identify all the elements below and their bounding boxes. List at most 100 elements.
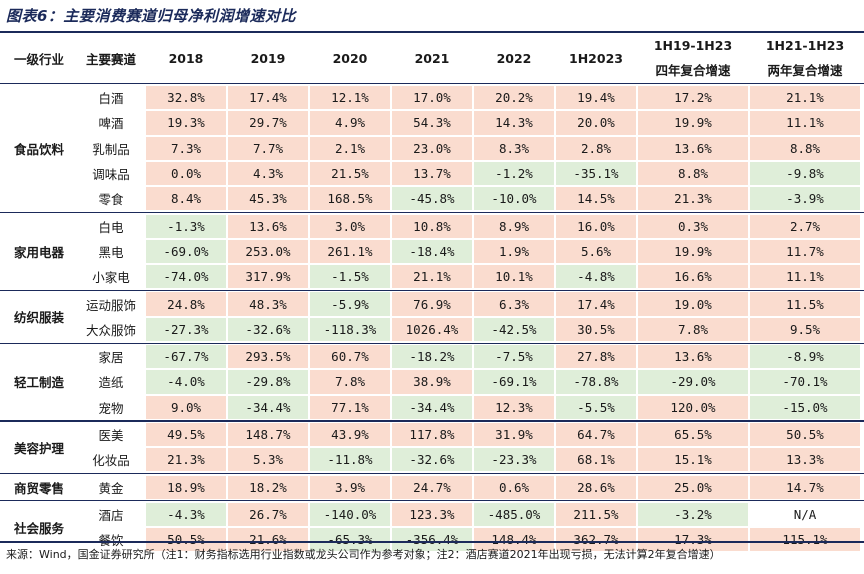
track-label: 白酒: [98, 91, 124, 107]
top-rule: [0, 31, 864, 33]
value-cell: -69.0%: [146, 239, 226, 264]
table-row: 宠物 9.0% -34.4% 77.1% -34.4% 12.3% -5.5% 120.0% -…: [78, 395, 864, 420]
value-cell: 8.3%: [474, 136, 554, 160]
value-cell: 11.1%: [750, 265, 860, 289]
value-cell: 4.9%: [310, 111, 390, 135]
table-row: 家居 -67.7% 293.5% 60.7% -18.2% -7.5% 27.8% 13.6%…: [78, 344, 864, 369]
value-cell: -67.7%: [146, 345, 226, 369]
header-year-2022: 2022: [496, 50, 532, 66]
group-separator: [0, 500, 864, 502]
header-cagr-4y: 1H19-1H23 四年复合增速: [638, 33, 748, 83]
track-label: 乳制品: [92, 141, 130, 157]
value-cell: 12.1%: [310, 86, 390, 110]
table-row: 餐饮50.5%21.6%-65.3%-356.4%148.4%362.7%17.…: [78, 527, 864, 552]
value-cell: -78.8%: [556, 370, 636, 394]
header-cagr-2y-label: 两年复合增速: [767, 63, 843, 78]
value-cell: 77.1%: [310, 395, 390, 419]
table-row: 医美 49.5% 148.7% 43.9% 117.8% 31.9% 64.7% 65.5% 5…: [78, 422, 864, 447]
value-cell: 123.3%: [392, 502, 472, 527]
table-row: 小家电 -74.0% 317.9% -1.5% 21.1% 10.1% -4.8% 16.6%…: [78, 264, 864, 289]
value-cell: 148.4%: [474, 528, 554, 552]
value-cell: -4.3%: [146, 502, 226, 527]
value-cell: 11.7%: [750, 239, 860, 264]
value-cell: -140.0%: [310, 502, 390, 527]
track-label: 啤酒: [98, 116, 124, 132]
value-cell: 2.1%: [310, 136, 390, 160]
value-cell: 5.6%: [556, 239, 636, 264]
value-cell: 253.0%: [228, 239, 308, 264]
value-cell: 15.1%: [638, 448, 748, 472]
value-cell: 1026.4%: [392, 317, 472, 341]
value-cell: 60.7%: [310, 345, 390, 369]
value-cell: -27.3%: [146, 317, 226, 341]
value-cell: 14.7%: [750, 475, 860, 499]
value-cell: 4.3%: [228, 161, 308, 186]
value-cell: 32.8%: [146, 86, 226, 110]
track-label: 造纸: [98, 375, 124, 391]
track-label: 零食: [98, 192, 124, 208]
value-cell: 13.6%: [638, 136, 748, 160]
value-cell: 0.0%: [146, 161, 226, 186]
industry-group-label: 社会服务: [13, 520, 64, 536]
value-cell: 29.7%: [228, 111, 308, 135]
table-row: 大众服饰 -27.3% -32.6% -118.3% 1026.4% -42.5% 30.5…: [78, 317, 864, 342]
value-cell: 2.8%: [556, 136, 636, 160]
header-rule: [0, 83, 864, 84]
value-cell: 18.2%: [228, 475, 308, 499]
value-cell: -1.3%: [146, 214, 226, 238]
value-cell: 23.0%: [392, 136, 472, 160]
track-label: 餐饮: [78, 527, 144, 552]
value-cell: 3.0%: [310, 214, 390, 238]
value-cell: 17.0%: [392, 86, 472, 110]
value-cell: 20.2%: [474, 86, 554, 110]
value-cell: 7.8%: [638, 317, 748, 341]
header-cagr-2y-period: 1H21-1H23: [765, 38, 845, 53]
value-cell: -7.5%: [474, 345, 554, 369]
value-cell: 117.8%: [392, 422, 472, 447]
track-label: 酒店: [98, 507, 124, 523]
value-cell: -32.6%: [392, 448, 472, 472]
value-cell: 148.7%: [228, 422, 308, 447]
value-cell: 30.5%: [556, 317, 636, 341]
track-label: 白电: [98, 219, 124, 235]
value-cell: 50.5%: [750, 422, 860, 447]
industry-group-label: 轻工制造: [13, 375, 64, 391]
value-cell: 49.5%: [146, 422, 226, 447]
source-note: 来源：Wind，国金证券研究所（注1：财务指标选用行业指数或龙头公司作为参考对象…: [6, 548, 721, 561]
value-cell: -18.2%: [392, 345, 472, 369]
group-separator: [0, 212, 864, 214]
value-cell: 7.8%: [310, 370, 390, 394]
group-separator: [0, 420, 864, 422]
table-row: 造纸 -4.0% -29.8% 7.8% 38.9% -69.1% -78.8% -29.0%…: [78, 369, 864, 394]
value-cell: -34.4%: [392, 395, 472, 419]
value-cell: -35.1%: [556, 161, 636, 186]
header-track: 主要赛道: [85, 51, 136, 67]
value-cell: 14.3%: [474, 111, 554, 135]
value-cell: -10.0%: [474, 187, 554, 211]
value-cell: 11.1%: [750, 111, 860, 135]
value-cell: -485.0%: [474, 502, 554, 527]
value-cell: -23.3%: [474, 448, 554, 472]
value-cell: 76.9%: [392, 292, 472, 316]
value-cell: 168.5%: [310, 187, 390, 211]
track-label: 大众服饰: [85, 322, 136, 338]
value-cell: 21.1%: [392, 265, 472, 289]
value-cell: 16.0%: [556, 214, 636, 238]
value-cell: -4.8%: [556, 265, 636, 289]
value-cell: -45.8%: [392, 187, 472, 211]
value-cell: 31.9%: [474, 422, 554, 447]
value-cell: 17.3%: [638, 528, 748, 552]
table-row: 白酒 32.8% 17.4% 12.1% 17.0% 20.2% 19.4% 17.2% 21.…: [78, 85, 864, 110]
header-cagr-4y-label: 四年复合增速: [655, 63, 731, 78]
value-cell: -18.4%: [392, 239, 472, 264]
value-cell: 38.9%: [392, 370, 472, 394]
table-row: 黑电 -69.0% 253.0% 261.1% -18.4% 1.9% 5.6% 19.9% 1…: [78, 239, 864, 264]
value-cell: -11.8%: [310, 448, 390, 472]
value-cell: -3.9%: [750, 187, 860, 211]
value-cell: 21.6%: [228, 528, 308, 552]
value-cell: 10.8%: [392, 214, 472, 238]
value-cell: 25.0%: [638, 475, 748, 499]
value-cell: 54.3%: [392, 111, 472, 135]
header-year-2020: 2020: [332, 50, 368, 66]
group-separator: [0, 289, 864, 292]
